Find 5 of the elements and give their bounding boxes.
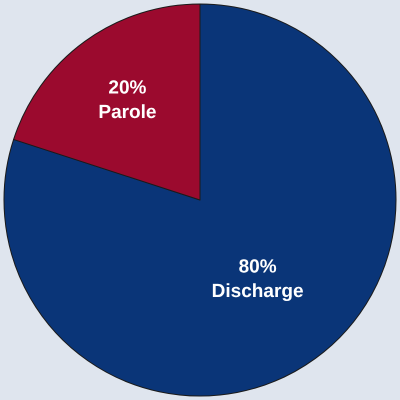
slice-label: Parole [98,102,156,123]
data-label: 20% [108,77,147,98]
data-label: 80% [238,256,277,278]
slice-label: Discharge [212,281,304,302]
pie-slice [4,4,396,396]
